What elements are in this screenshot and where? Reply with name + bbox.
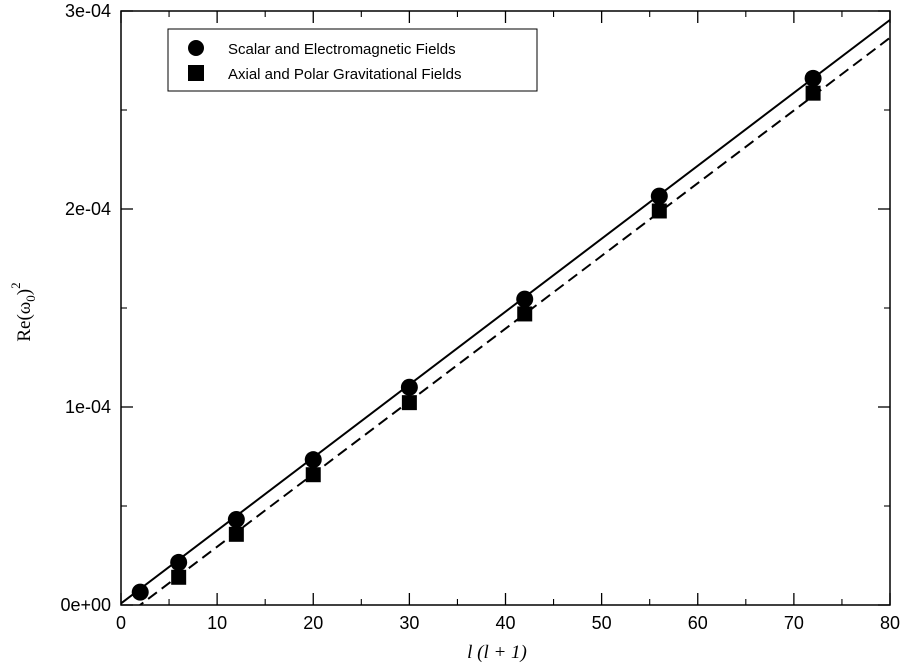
y-axis-title-main: Re(ω (14, 302, 35, 342)
gravitational-point (805, 85, 821, 101)
axis-tick-labels: 0 10 20 30 40 50 60 70 80 0e+00 1e-04 2e-04 3e-04 (60, 1, 900, 633)
scalar-em-point (650, 187, 668, 205)
gravitational-point (305, 467, 321, 483)
fit-line-dashed (138, 36, 890, 605)
y-axis-title: Re(ω0)2 (8, 282, 38, 341)
gravitational-point (651, 203, 667, 219)
legend-label-gravitational: Axial and Polar Gravitational Fields (228, 66, 461, 83)
x-axis-title: l (l + 1) (467, 642, 527, 663)
scalar-em-point (804, 69, 822, 87)
gravitational-point (401, 395, 417, 411)
gravitational-point (517, 306, 533, 322)
scalar-em-point (131, 583, 149, 601)
x-tick-label: 0 (116, 613, 126, 633)
y-tick-label: 3e-04 (65, 1, 111, 21)
scalar-em-point (304, 451, 322, 469)
legend-marker-circle (188, 40, 204, 56)
gravitational-point (228, 526, 244, 542)
x-tick-label: 10 (207, 613, 227, 633)
x-tick-label: 40 (495, 613, 515, 633)
y-tick-label: 2e-04 (65, 199, 111, 219)
scalar-em-point (400, 378, 418, 396)
scalar-em-point (516, 290, 534, 308)
scalar-em-point (170, 553, 188, 571)
x-tick-label: 30 (399, 613, 419, 633)
y-tick-label: 0e+00 (60, 595, 111, 615)
fit-lines (121, 19, 890, 605)
x-tick-label: 80 (880, 613, 900, 633)
legend-marker-square (188, 65, 204, 81)
legend-label-scalar-em: Scalar and Electromagnetic Fields (228, 41, 456, 58)
x-tick-label: 20 (303, 613, 323, 633)
y-tick-label: 1e-04 (65, 397, 111, 417)
axis-ticks (120, 10, 891, 606)
x-tick-label: 60 (688, 613, 708, 633)
legend-box (167, 28, 538, 92)
y-axis-title-paren: ) (14, 289, 35, 295)
scalar-em-point (227, 510, 245, 528)
legend: Scalar and Electromagnetic Fields Axial … (167, 28, 538, 92)
fit-line-solid (121, 19, 890, 605)
x-tick-label: 50 (592, 613, 612, 633)
gravitational-point (171, 569, 187, 585)
x-tick-label: 70 (784, 613, 804, 633)
y-axis-title-subscript: 0 (23, 295, 38, 302)
data-points (131, 69, 822, 601)
y-axis-title-superscript: 2 (8, 282, 23, 289)
